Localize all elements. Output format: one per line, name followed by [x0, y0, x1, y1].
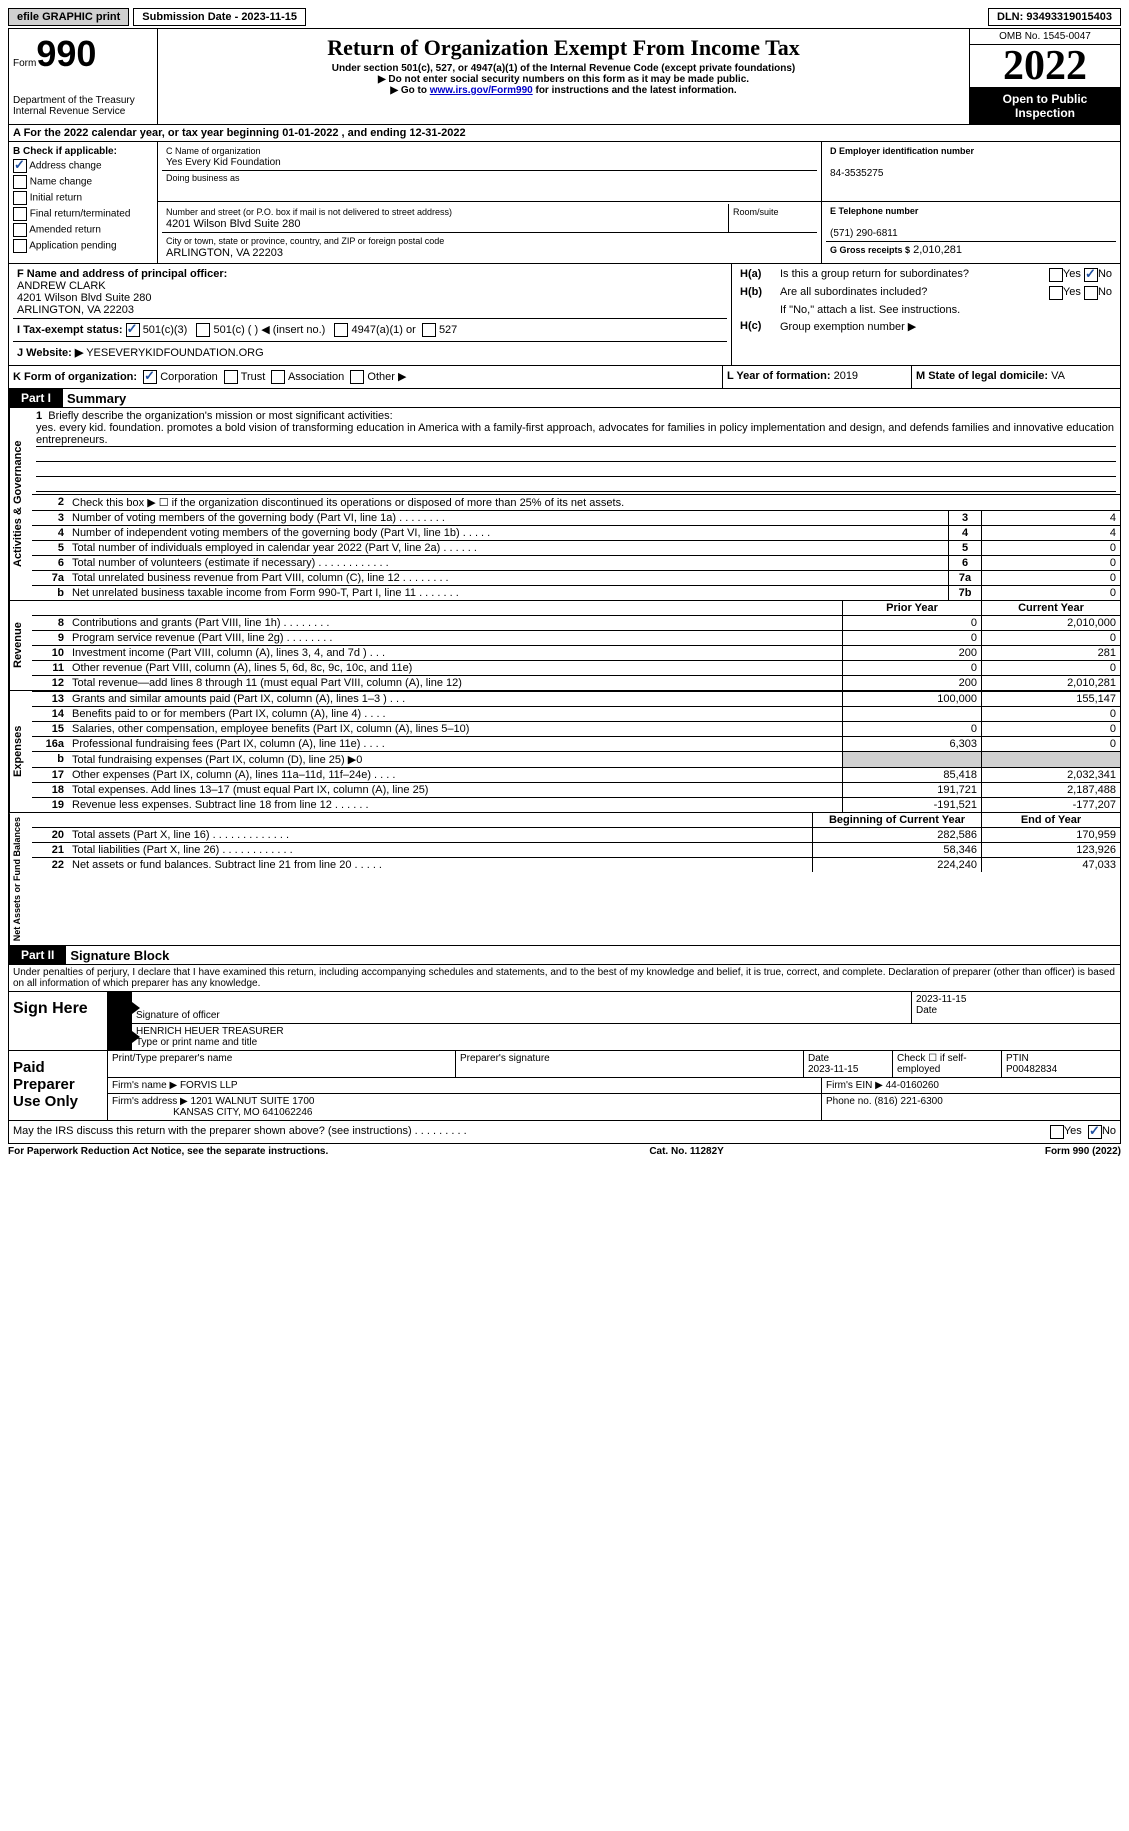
website: YESEVERYKIDFOUNDATION.ORG	[86, 347, 263, 359]
cb-initial-return[interactable]	[13, 191, 27, 205]
cb-address-change[interactable]	[13, 159, 27, 173]
subtitle-2: ▶ Do not enter social security numbers o…	[162, 74, 965, 85]
sign-here-block: Sign Here Signature of officer 2023-11-1…	[8, 992, 1121, 1051]
efile-button[interactable]: efile GRAPHIC print	[8, 8, 129, 26]
city: ARLINGTON, VA 22203	[166, 247, 283, 259]
discuss-row: May the IRS discuss this return with the…	[8, 1121, 1121, 1144]
part2-header: Part II	[9, 946, 66, 964]
f-h-block: F Name and address of principal officer:…	[8, 264, 1121, 366]
form-header: Form990 Department of the Treasury Inter…	[8, 28, 1121, 125]
arrow-icon	[108, 992, 132, 1023]
footer: For Paperwork Reduction Act Notice, see …	[8, 1144, 1121, 1159]
cb-4947[interactable]	[334, 323, 348, 337]
cb-corp[interactable]	[143, 370, 157, 384]
side-gov: Activities & Governance	[9, 408, 32, 600]
cb-amended[interactable]	[13, 223, 27, 237]
entity-block: B Check if applicable: Address change Na…	[8, 142, 1121, 264]
cb-527[interactable]	[422, 323, 436, 337]
side-net: Net Assets or Fund Balances	[9, 813, 32, 945]
cb-assoc[interactable]	[271, 370, 285, 384]
street: 4201 Wilson Blvd Suite 280	[166, 218, 301, 230]
netassets-section: Net Assets or Fund Balances Beginning of…	[8, 813, 1121, 946]
dln: DLN: 93493319015403	[988, 8, 1121, 26]
mission-text: yes. every kid. foundation. promotes a b…	[36, 422, 1116, 447]
top-bar: efile GRAPHIC print Submission Date - 20…	[8, 8, 1121, 26]
cb-final-return[interactable]	[13, 207, 27, 221]
line-a: A For the 2022 calendar year, or tax yea…	[8, 125, 1121, 142]
cb-hb-yes[interactable]	[1049, 286, 1063, 300]
tax-year: 2022	[970, 45, 1120, 88]
penalties-text: Under penalties of perjury, I declare th…	[8, 965, 1121, 992]
k-l-m: K Form of organization: Corporation Trus…	[8, 366, 1121, 389]
dept-label: Department of the Treasury Internal Reve…	[13, 95, 153, 117]
part2-title: Signature Block	[66, 948, 169, 963]
paid-preparer-block: Paid Preparer Use Only Print/Type prepar…	[8, 1051, 1121, 1121]
form-title: Return of Organization Exempt From Incom…	[162, 35, 965, 61]
cb-discuss-yes[interactable]	[1050, 1125, 1064, 1139]
org-name: Yes Every Kid Foundation	[166, 157, 281, 168]
cb-ha-yes[interactable]	[1049, 268, 1063, 282]
ein: 84-3535275	[830, 168, 883, 179]
subtitle-3: ▶ Go to www.irs.gov/Form990 for instruct…	[162, 85, 965, 96]
activities-governance: Activities & Governance 1 Briefly descri…	[8, 408, 1121, 601]
part1-title: Summary	[63, 391, 126, 406]
cb-501c3[interactable]	[126, 323, 140, 337]
cb-app-pending[interactable]	[13, 239, 27, 253]
paid-prep-label: Paid Preparer Use Only	[9, 1051, 108, 1120]
cb-discuss-no[interactable]	[1088, 1125, 1102, 1139]
sign-here-label: Sign Here	[9, 992, 108, 1050]
revenue-section: Revenue Prior Year Current Year 8Contrib…	[8, 601, 1121, 691]
cb-name-change[interactable]	[13, 175, 27, 189]
arrow-icon	[108, 1024, 132, 1050]
irs-link[interactable]: www.irs.gov/Form990	[430, 85, 533, 96]
firm-name: FORVIS LLP	[180, 1080, 238, 1091]
subtitle-1: Under section 501(c), 527, or 4947(a)(1)…	[162, 63, 965, 74]
cb-ha-no[interactable]	[1084, 268, 1098, 282]
cb-trust[interactable]	[224, 370, 238, 384]
signer-name: HENRICH HEUER TREASURER	[136, 1026, 284, 1037]
expenses-section: Expenses 13Grants and similar amounts pa…	[8, 691, 1121, 813]
cb-other[interactable]	[350, 370, 364, 384]
col-b: B Check if applicable: Address change Na…	[9, 142, 158, 263]
submission-date: Submission Date - 2023-11-15	[133, 8, 306, 26]
gross-receipts: 2,010,281	[913, 244, 962, 256]
phone: (571) 290-6811	[830, 228, 898, 239]
open-inspection: Open to Public Inspection	[970, 88, 1120, 124]
officer-name: ANDREW CLARK	[17, 280, 106, 292]
side-rev: Revenue	[9, 601, 32, 690]
cb-501c[interactable]	[196, 323, 210, 337]
form-label: Form990	[13, 58, 96, 69]
cb-hb-no[interactable]	[1084, 286, 1098, 300]
side-exp: Expenses	[9, 691, 32, 812]
part1-header: Part I	[9, 389, 63, 407]
